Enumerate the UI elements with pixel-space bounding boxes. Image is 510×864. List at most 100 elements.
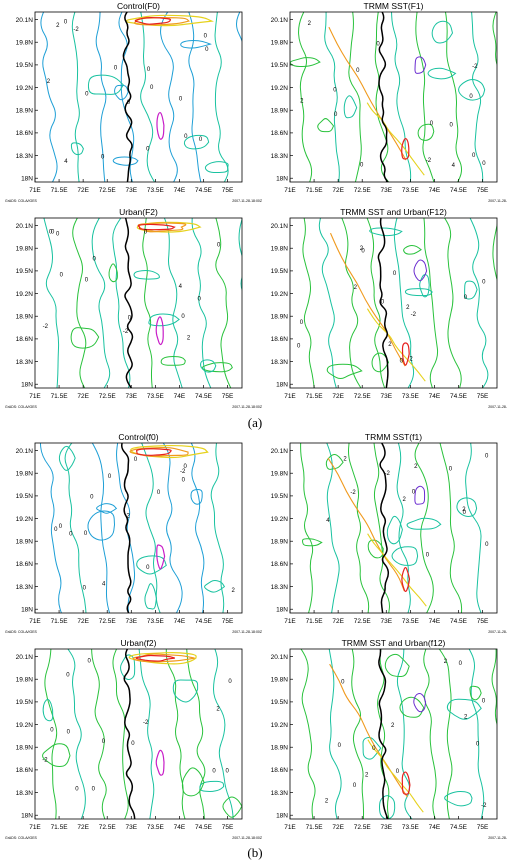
- plot-frame: [289, 648, 498, 820]
- x-tick-label: 74E: [174, 618, 186, 625]
- contour-line: [406, 517, 442, 530]
- contour-line: [141, 443, 161, 613]
- y-tick-label: 18.9N: [16, 744, 34, 751]
- x-tick-label: 73E: [125, 393, 137, 400]
- x-tick-label: 74.5E: [195, 618, 213, 625]
- y-tick-label: 18.6N: [16, 336, 34, 343]
- contour-line: [155, 316, 164, 346]
- contour-label: -2: [43, 324, 49, 330]
- contour-line: [120, 654, 136, 680]
- contour-panel-7: TRMM SST and Urban(f12) 2 0 2 0 -2 0 2 0 0 2 0 0 2 0 71…: [271, 638, 508, 840]
- contour-line: [328, 649, 342, 819]
- y-tick-label: 19.5N: [271, 268, 289, 275]
- contour-line: [212, 649, 234, 819]
- contour-line: [458, 79, 486, 101]
- contour-line: [391, 546, 419, 566]
- contour-panel-3: TRMM SST and Urban(F12)2022-202000002071…: [271, 207, 508, 409]
- contour-label: 0: [59, 524, 63, 530]
- contour-line: [414, 56, 427, 74]
- contour-line: [160, 12, 178, 182]
- contour-line: [401, 566, 411, 593]
- contour-label: 0: [333, 88, 337, 94]
- contour-label: 0: [67, 729, 71, 735]
- contour-label: 0: [75, 787, 79, 793]
- contour-label: 0: [217, 243, 221, 249]
- x-tick-label: 73E: [125, 824, 137, 831]
- contour-label: 2: [444, 659, 448, 665]
- y-tick-label: 18N: [276, 175, 288, 182]
- contour-label: -2: [42, 757, 48, 763]
- contour-label: 0: [114, 66, 118, 72]
- contour-line: [160, 355, 186, 366]
- x-tick-label: 72.5E: [99, 824, 117, 831]
- contour-label: 0: [482, 698, 486, 704]
- contour-line: [414, 443, 434, 613]
- contour-line: [327, 457, 405, 592]
- y-tick-label: 18.6N: [271, 130, 289, 137]
- panel-title: Control(f0): [118, 432, 158, 442]
- contour-line: [423, 218, 439, 388]
- contour-line: [419, 274, 430, 298]
- x-tick-label: 75E: [222, 187, 234, 194]
- contour-line: [369, 227, 403, 237]
- contour-line: [201, 362, 233, 373]
- x-tick-label: 74.5E: [195, 393, 213, 400]
- caption-b: (b): [247, 845, 263, 860]
- footer-left: GrADS: COLA/IGES: [5, 199, 38, 203]
- contour-label: 0: [146, 565, 150, 571]
- contour-line: [341, 218, 362, 388]
- x-tick-label: 73.5E: [147, 187, 165, 194]
- contour-line: [343, 95, 358, 119]
- x-tick-label: 75E: [477, 618, 489, 625]
- contour-line: [290, 57, 321, 68]
- footer-left: GrADS: COLA/IGES: [5, 405, 38, 409]
- contour-label: 2: [308, 21, 312, 27]
- contour-line: [222, 796, 242, 818]
- contour-line: [140, 12, 156, 182]
- y-tick-label: 18.6N: [16, 561, 34, 568]
- contour-line: [144, 583, 157, 610]
- footer-left: GrADS: COLA/IGES: [5, 836, 38, 840]
- contour-line: [183, 134, 210, 150]
- footer-right: 2007-11-28-18:00Z: [232, 199, 263, 203]
- contour-line: [329, 232, 406, 367]
- contour-line: [137, 222, 187, 233]
- y-tick-label: 19.5N: [271, 62, 289, 69]
- y-tick-label: 18N: [276, 812, 288, 819]
- y-tick-label: 18.3N: [16, 153, 34, 160]
- y-tick-label: 18.9N: [271, 107, 289, 114]
- contour-line: [427, 67, 457, 80]
- contour-line: [188, 12, 202, 182]
- contour-label: 0: [376, 41, 380, 47]
- contour-label: 0: [50, 728, 54, 734]
- contour-line: [396, 443, 411, 613]
- x-tick-label: 71.5E: [306, 187, 324, 194]
- contour-line: [491, 649, 497, 726]
- plot-frame: [289, 217, 498, 389]
- contour-label: 0: [449, 122, 453, 128]
- x-tick-label: 73.5E: [402, 187, 420, 194]
- contour-panel-6: Urban(f2) 0 0 2 -2 0 0 0 0 0 0 0 -2 0 0 71E 71.5E 72E 72.5…: [5, 638, 263, 840]
- y-tick-label: 19.2N: [271, 722, 289, 729]
- y-tick-label: 19.5N: [16, 699, 34, 706]
- contour-line: [135, 654, 175, 662]
- contour-label: 0: [396, 769, 400, 775]
- x-tick-label: 72.5E: [354, 393, 372, 400]
- x-tick-label: 72.5E: [354, 824, 372, 831]
- x-tick-label: 74.5E: [450, 187, 468, 194]
- coastline: [122, 12, 133, 182]
- x-tick-label: 71E: [29, 393, 41, 400]
- contour-line: [70, 327, 100, 349]
- contour-line: [72, 218, 87, 388]
- contour-line: [326, 443, 340, 613]
- contour-line: [204, 161, 229, 174]
- contour-line: [39, 443, 62, 613]
- contour-label: 0: [84, 531, 88, 537]
- x-tick-label: 71E: [284, 618, 296, 625]
- contour-line: [91, 218, 111, 388]
- x-tick-label: 73E: [380, 187, 392, 194]
- y-tick-label: 18.9N: [16, 538, 34, 545]
- footer-right: 2007-11-28-18:00Z: [232, 630, 263, 634]
- contour-label: -2: [350, 490, 356, 496]
